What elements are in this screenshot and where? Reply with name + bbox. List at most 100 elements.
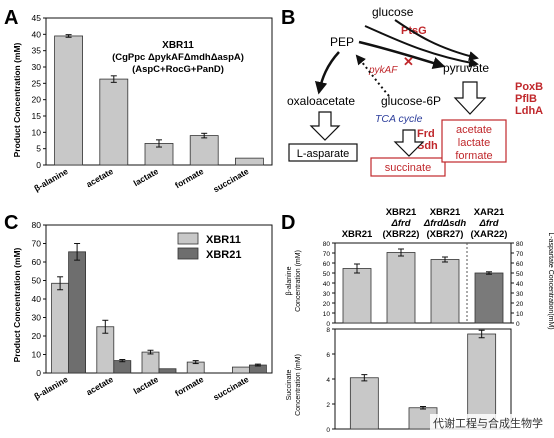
panel-a-plot: 0 5 10 15 20 25 30 35 40 45 β-alanine acetate lactat… <box>32 13 273 194</box>
strain-header: Δfrd <box>478 218 498 229</box>
panel-a-title-3: (AspC+RocG+PanD) <box>132 64 224 75</box>
watermark-text: 代谢工程与合成生物学 <box>430 414 546 432</box>
glucose-label: glucose <box>372 5 414 19</box>
y-tick-label: 50 <box>32 276 42 286</box>
y-tick-label: 20 <box>323 301 331 308</box>
y-tick-label: 10 <box>32 350 42 360</box>
y-tick-label: 30 <box>323 291 331 298</box>
y-tick-label: 40 <box>32 29 42 39</box>
bar <box>349 377 379 430</box>
y-tick-label: 20 <box>32 331 42 341</box>
y-tick-label: 30 <box>32 313 42 323</box>
panel-c-ylabel: Product Concentration (mM) <box>12 247 22 362</box>
panel-d-bottom-ylabel-1: Succinate <box>286 370 293 401</box>
y-tick-label-right: 20 <box>516 301 524 308</box>
panel-b: B glucose PtsG PEP pykAF pyruvate oxaloa… <box>281 5 543 177</box>
tca-down-arrow <box>393 129 425 157</box>
panel-d-top-ylabel-2: Concentration (mM) <box>295 250 302 312</box>
y-tick-label: 40 <box>323 281 331 288</box>
y-tick-label: 8 <box>326 327 330 334</box>
pyruvate-label: pyruvate <box>443 61 489 75</box>
bar <box>51 282 69 374</box>
frd-label: Frd <box>417 128 435 140</box>
panel-d-headers: XBR21XBR21Δfrd(XBR22)XBR21ΔfrdΔsdh(XBR27… <box>342 207 508 240</box>
bar <box>158 368 177 374</box>
y-tick-label: 30 <box>32 62 42 72</box>
y-tick-label: 0 <box>36 368 41 378</box>
panel-d-bottom-plot: 0 2 4 6 8 <box>326 327 512 434</box>
oxaloacetate-down-arrow <box>309 111 341 141</box>
bar <box>386 252 416 324</box>
panel-c-plot: 0 10 20 30 40 50 60 70 80 β-alanine acetate lactate… <box>32 220 273 402</box>
bar <box>68 251 86 374</box>
panel-d: D XBR21XBR21Δfrd(XBR22)XBR21ΔfrdΔsdh(XBR… <box>281 207 554 434</box>
y-tick-label: 5 <box>36 144 41 154</box>
poxb-label: PoxB <box>515 81 543 93</box>
bar <box>189 135 219 166</box>
pep-to-pyruvate-arrow <box>358 40 446 70</box>
y-tick-label: 0 <box>326 321 330 328</box>
x-tick-label: succinate <box>211 374 250 402</box>
panel-a: A XBR11 (CgPpc ΔpykAFΔmdhΔaspA) (AspC+Ro… <box>4 7 273 194</box>
strain-header: XBR21 <box>430 207 461 218</box>
y-tick-label: 70 <box>32 239 42 249</box>
y-tick-label: 25 <box>32 78 42 88</box>
y-tick-label: 40 <box>32 294 42 304</box>
x-tick-label: formate <box>173 374 205 398</box>
strain-header: (XBR22) <box>383 229 420 240</box>
panel-letter-a: A <box>4 7 18 29</box>
pep-label: PEP <box>330 35 354 49</box>
lactate-label: lactate <box>458 137 490 149</box>
panel-letter-d: D <box>281 212 295 234</box>
strain-header: Δfrd <box>390 218 410 229</box>
bar <box>231 366 250 374</box>
strain-header: ΔfrdΔsdh <box>423 218 467 229</box>
y-tick-label: 6 <box>326 352 330 359</box>
bar <box>113 360 132 374</box>
y-tick-label: 0 <box>36 160 41 170</box>
y-tick-label-right: 10 <box>516 311 524 318</box>
x-tick-label: lactate <box>132 166 161 188</box>
oxaloacetate-label: oxaloacetate <box>287 94 355 108</box>
panel-c: C 0 10 20 30 40 50 60 70 80 β-alanine acetate lacta… <box>4 212 273 402</box>
y-tick-label-right: 60 <box>516 261 524 268</box>
bar <box>234 157 264 166</box>
succinate-box <box>370 157 446 177</box>
y-tick-label-right: 50 <box>516 271 524 278</box>
y-tick-label: 35 <box>32 46 42 56</box>
bar <box>430 259 460 324</box>
succinate-label: succinate <box>385 162 431 174</box>
legend-swatch-xbr11 <box>177 232 199 245</box>
y-tick-label: 0 <box>326 427 330 434</box>
x-tick-label: lactate <box>132 374 161 396</box>
pykaf-label: pykAF <box>368 65 398 76</box>
y-tick-label: 50 <box>323 271 331 278</box>
glucose6p-label: glucose-6P <box>381 94 441 108</box>
y-tick-label-right: 80 <box>516 241 524 248</box>
y-tick-label-right: 30 <box>516 291 524 298</box>
strain-header: XAR21 <box>474 207 505 218</box>
strain-header: XBR21 <box>386 207 417 218</box>
l-asparate-label: L-asparate <box>297 148 350 160</box>
strain-header: (XBR27) <box>427 229 464 240</box>
x-tick-label: succinate <box>211 166 250 194</box>
y-tick-label-right: 70 <box>516 251 524 258</box>
panel-d-bottom-ylabel-2: Concentration (mM) <box>295 354 302 416</box>
strain-header: (XAR22) <box>471 229 508 240</box>
x-tick-label: formate <box>173 166 205 190</box>
l-asparate-box <box>288 143 358 162</box>
acetate-label: acetate <box>456 124 492 136</box>
bar <box>99 78 129 166</box>
y-tick-label: 2 <box>326 402 330 409</box>
glucose-to-pyruvate-arrow <box>364 25 479 68</box>
x-tick-label: acetate <box>84 374 115 397</box>
y-tick-label: 45 <box>32 13 42 23</box>
y-tick-label: 10 <box>323 311 331 318</box>
panel-letter-b: B <box>281 7 295 29</box>
y-tick-label: 80 <box>32 220 42 230</box>
pykaf-deletion-icon: ✕ <box>403 54 414 69</box>
panel-d-top-ylabel-1: β-alanine <box>286 266 293 295</box>
bar <box>474 272 504 324</box>
panel-a-title-1: XBR11 <box>162 40 194 51</box>
y-tick-label: 10 <box>32 127 42 137</box>
